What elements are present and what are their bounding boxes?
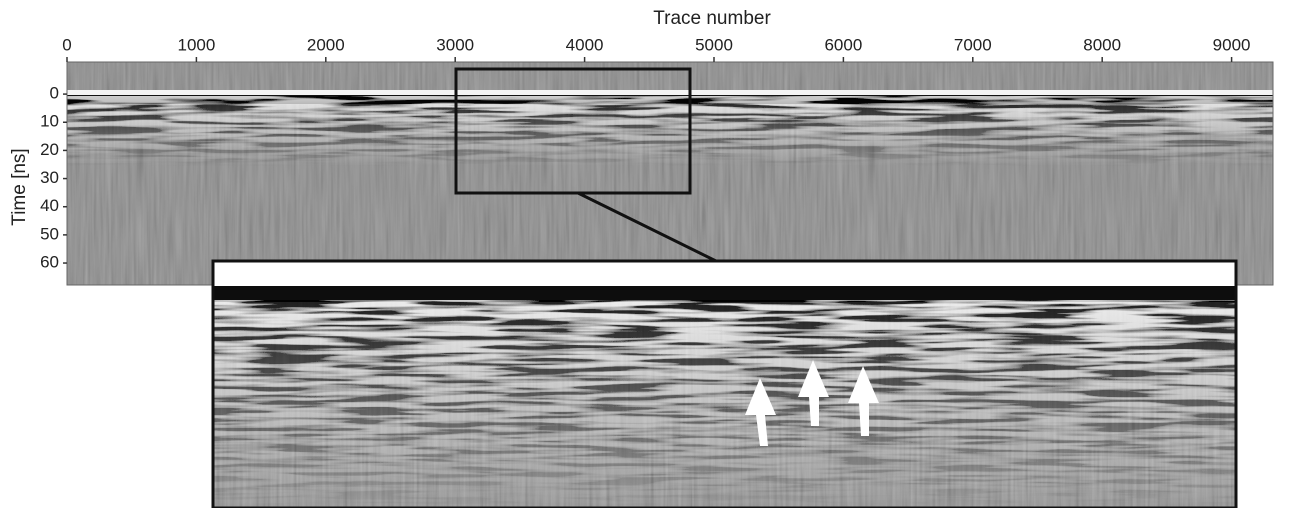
x-tick-label: 3000 [436,35,474,54]
x-tick-label: 6000 [824,35,862,54]
x-tick-label: 2000 [307,35,345,54]
x-tick-label: 7000 [954,35,992,54]
y-tick-label: 20 [40,140,59,159]
y-tick-label: 0 [50,84,59,103]
y-tick-label: 40 [40,196,59,215]
inset-image [213,261,1236,508]
y-tick-label: 10 [40,112,59,131]
inset-frame [211,259,1238,508]
arrow [745,378,776,446]
x-tick-label: 0 [62,35,71,54]
arrow [848,366,879,436]
y-tick-label: 60 [40,253,59,272]
arrows [745,360,879,446]
x-tick-label: 1000 [177,35,215,54]
y-axis-title: Time [ns] [9,148,30,225]
arrow [798,360,829,426]
x-tick-label: 5000 [695,35,733,54]
x-axis-title: Trace number [653,8,771,29]
y-tick-label: 30 [40,168,59,187]
zoom-box [454,67,692,195]
x-tick-label: 8000 [1083,35,1121,54]
zoom-connector [577,191,717,263]
y-tick-label: 50 [40,224,59,243]
x-tick-label: 4000 [566,35,604,54]
x-tick-label: 9000 [1213,35,1251,54]
radargram-image [67,62,1273,285]
